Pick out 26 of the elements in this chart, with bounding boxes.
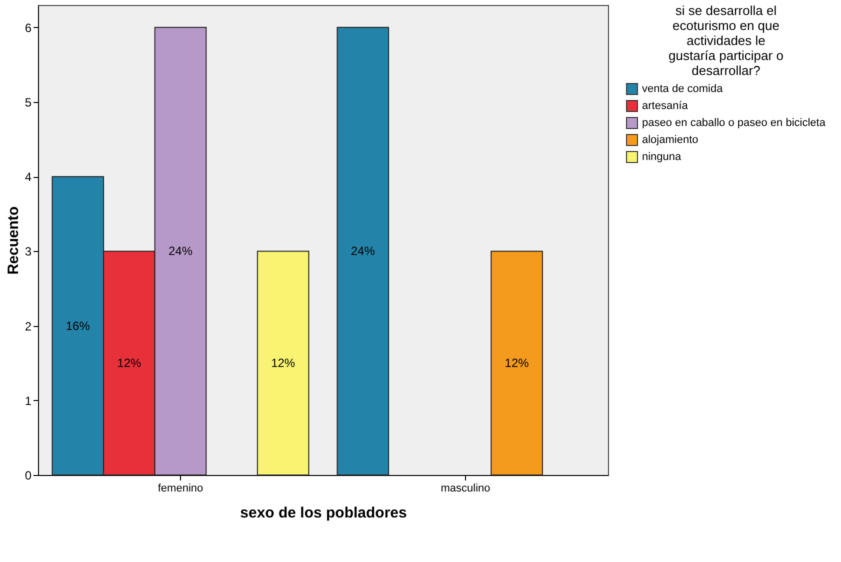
annotation: 24%: [168, 244, 193, 258]
annotation: 12%: [271, 356, 296, 370]
annotation: 24%: [350, 244, 376, 258]
legend-label: alojamiento: [642, 134, 698, 146]
legend-label: paseo en caballo o paseo en bicicleta: [642, 117, 826, 129]
y-tick-label: 6: [24, 20, 32, 35]
y-tick-label: 5: [24, 95, 32, 110]
bar: [256, 250, 310, 476]
y-axis-title: Recuento: [4, 206, 22, 275]
legend-label: venta de comida: [642, 83, 724, 95]
annotation: 12%: [504, 356, 530, 370]
y-tick-label: 4: [24, 170, 32, 184]
y-tick-label: 2: [24, 319, 32, 334]
y-tick-label: 0: [24, 468, 32, 482]
x-axis-title: sexo de los pobladores: [240, 504, 407, 522]
y-tick-label: 1: [24, 394, 32, 408]
annotation: 16%: [66, 318, 90, 333]
x-tick-label: femenino: [158, 482, 204, 494]
annotation: 12%: [117, 356, 142, 370]
legend-label: artesanía: [642, 100, 689, 112]
bar: [336, 26, 390, 476]
x-tick-label: masculino: [440, 482, 490, 494]
y-tick-label: 3: [24, 244, 32, 259]
legend-title: si se desarrolla el ecoturismo en que actividades le gustaría participar o desarrollar?: [668, 3, 784, 78]
legend-label: ninguna: [642, 151, 682, 163]
bar: [490, 250, 543, 476]
